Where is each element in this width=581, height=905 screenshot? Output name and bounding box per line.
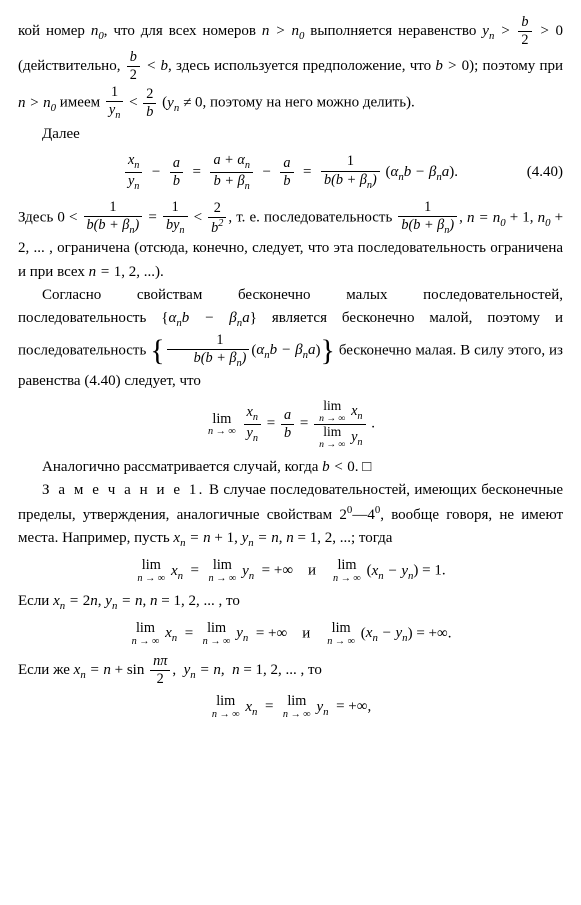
- v: 0: [462, 58, 470, 74]
- t: , что для всех номеров: [104, 23, 262, 39]
- para-1: кой номер n0, что для всех номеров n > n…: [18, 14, 563, 123]
- para-ex3: Если же xn = n + sin nπ2, yn = n, n = 1,…: [18, 653, 563, 688]
- frac: b2: [127, 49, 140, 84]
- equation-4-40: xnyn − ab = a + αnb + βn − ab = 1b(b + β…: [18, 152, 563, 193]
- v: < b: [146, 58, 168, 74]
- remark-head: З а м е ч а н и е 1.: [42, 482, 205, 498]
- para-dalee: Далее: [18, 123, 563, 146]
- v: n > n0: [18, 95, 56, 111]
- para-4: Аналогично рассматривается случай, когда…: [18, 456, 563, 479]
- para-2: Здесь 0 < 1b(b + βn) = 1byn < 2b2, т. е.…: [18, 199, 563, 284]
- frac: 2b: [143, 86, 156, 121]
- t: , здесь используется предположение, что: [168, 58, 435, 74]
- eq-number: (4.40): [527, 161, 563, 184]
- equation-ex3: limn → ∞ xn = limn → ∞ yn = +∞,: [18, 694, 563, 720]
- equation-ex1: limn → ∞ xn = limn → ∞ yn = +∞ и limn → …: [18, 558, 563, 584]
- frac: 1yn: [106, 84, 123, 122]
- v: n > n0: [262, 23, 304, 39]
- v: yn ≠: [167, 95, 195, 111]
- t: (действительно,: [18, 58, 125, 74]
- v: n0: [91, 23, 104, 39]
- equation-ex2: limn → ∞ xn = limn → ∞ yn = +∞ и limn → …: [18, 621, 563, 647]
- t: ); поэтому при: [469, 58, 563, 74]
- v: >: [539, 23, 549, 39]
- t: выполняется нера­венство: [304, 23, 482, 39]
- v: <: [129, 95, 137, 111]
- para-ex2: Если xn = 2n, yn = n, n = 1, 2, ... , то: [18, 590, 563, 615]
- t: имеем: [56, 95, 104, 111]
- v: yn >: [482, 23, 516, 39]
- v: 0: [556, 23, 564, 39]
- frac: b2: [518, 14, 531, 49]
- v: b >: [435, 58, 461, 74]
- t: , поэтому на него можно делить).: [202, 95, 414, 111]
- equation-limit: limn → ∞ xnyn = ab = limn → ∞ xn limn → …: [18, 399, 563, 449]
- t: кой номер: [18, 23, 91, 39]
- para-3: Согласно свойствам бесконечно малых посл…: [18, 284, 563, 393]
- remark-1: З а м е ч а н и е 1. В случае последоват…: [18, 479, 563, 552]
